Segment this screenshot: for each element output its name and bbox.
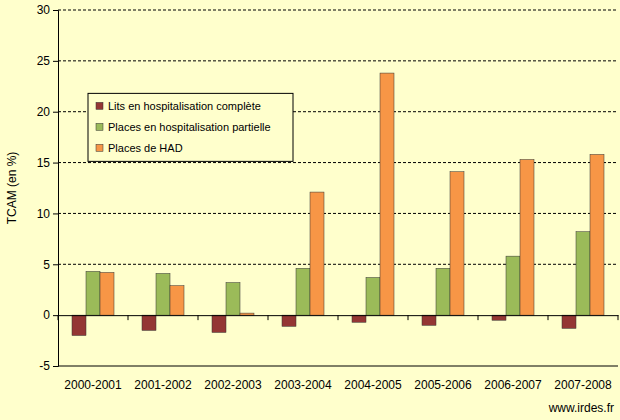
legend-swatch	[96, 144, 103, 151]
y-tick-mark	[53, 264, 58, 265]
x-axis: 2000-2001 2001-2002 2002-2003 2003-2004 2004…	[58, 315, 619, 391]
x-tick: 2001-2002	[134, 315, 192, 391]
bar	[562, 315, 576, 328]
bar	[170, 286, 184, 315]
y-tick-label: -5	[39, 359, 50, 373]
x-tick: 2002-2003	[204, 315, 262, 391]
category-separator	[128, 315, 129, 320]
legend-swatch	[96, 123, 103, 130]
bar	[450, 172, 464, 315]
category-separator	[58, 315, 59, 320]
x-tick: 2003-2004	[274, 315, 332, 391]
category-separator	[338, 315, 339, 320]
x-tick: 2006-2007	[484, 315, 542, 391]
y-axis: -5 0 5 10 15 20 25 30	[37, 3, 59, 373]
category-separator	[408, 315, 409, 320]
grid-line	[58, 10, 618, 11]
bar	[352, 315, 366, 322]
bar	[100, 272, 114, 315]
y-tick: 5	[43, 258, 58, 272]
bar	[226, 283, 240, 316]
y-tick-label: 5	[43, 258, 50, 272]
x-tick-label: 2001-2002	[134, 378, 192, 392]
bar	[366, 278, 380, 316]
bar	[436, 268, 450, 315]
grid-line	[58, 60, 618, 61]
legend-swatch	[96, 102, 103, 109]
y-tick-mark	[53, 61, 58, 62]
y-axis-line	[53, 11, 59, 367]
x-tick-label: 2004-2005	[344, 378, 402, 392]
bar	[590, 154, 604, 315]
y-tick-mark	[53, 112, 58, 113]
x-tick: 2007-2008	[554, 315, 612, 391]
x-tick-label: 2003-2004	[274, 378, 332, 392]
bar	[296, 268, 310, 315]
category-separator	[548, 315, 549, 320]
y-tick-mark	[53, 10, 58, 11]
bar	[156, 273, 170, 315]
y-tick-label: 30	[37, 3, 51, 17]
bar	[576, 232, 590, 315]
bar	[212, 315, 226, 332]
y-tick-mark	[53, 213, 58, 214]
bar	[86, 271, 100, 315]
bar	[422, 315, 436, 325]
y-tick-label: 25	[37, 54, 51, 68]
x-tick-label: 2005-2006	[414, 378, 472, 392]
y-tick-label: 10	[37, 207, 51, 221]
background	[0, 0, 620, 420]
y-tick: 20	[37, 105, 58, 119]
x-tick: 2000-2001	[64, 315, 122, 391]
bar	[142, 315, 156, 330]
bar	[240, 313, 254, 315]
category-separator	[618, 315, 619, 320]
x-tick-label: 2006-2007	[484, 378, 542, 392]
legend: Lits en hospitalisation complète Places e…	[88, 93, 293, 161]
y-tick: 30	[37, 3, 58, 17]
category-separator	[268, 315, 269, 320]
y-tick-mark	[53, 163, 58, 164]
y-tick-label: 20	[37, 105, 51, 119]
legend-label: Places de HAD	[108, 142, 183, 154]
y-tick-label: 0	[43, 308, 50, 322]
bar	[310, 192, 324, 315]
source-note: www.irdes.fr	[548, 401, 614, 415]
y-tick: 15	[37, 156, 58, 170]
bar	[72, 315, 86, 335]
category-separator	[478, 315, 479, 320]
bar	[282, 315, 296, 326]
y-tick: -5	[39, 359, 58, 373]
legend-label: Places en hospitalisation partielle	[108, 121, 271, 133]
x-tick-label: 2000-2001	[64, 378, 122, 392]
bars	[72, 73, 604, 335]
x-tick-label: 2002-2003	[204, 378, 262, 392]
legend-label: Lits en hospitalisation complète	[108, 100, 261, 112]
x-tick: 2005-2006	[414, 315, 472, 391]
y-tick-mark	[53, 366, 58, 367]
chart: -5 0 5 10 15 20 25 30 2000-2001 2001-2002 2002-200…	[0, 0, 620, 420]
y-tick: 25	[37, 54, 58, 68]
bar	[380, 73, 394, 315]
category-separator	[198, 315, 199, 320]
y-tick: 0	[43, 308, 58, 322]
bar	[506, 256, 520, 315]
plot-frame-bottom	[58, 366, 618, 367]
x-tick: 2004-2005	[344, 315, 402, 391]
legend-box	[88, 93, 293, 161]
x-tick-label: 2007-2008	[554, 378, 612, 392]
y-axis-title: TCAM (en %)	[5, 152, 19, 225]
y-tick: 10	[37, 207, 58, 221]
y-tick-label: 15	[37, 156, 51, 170]
y-tick-mark	[53, 315, 58, 316]
bar	[520, 160, 534, 316]
